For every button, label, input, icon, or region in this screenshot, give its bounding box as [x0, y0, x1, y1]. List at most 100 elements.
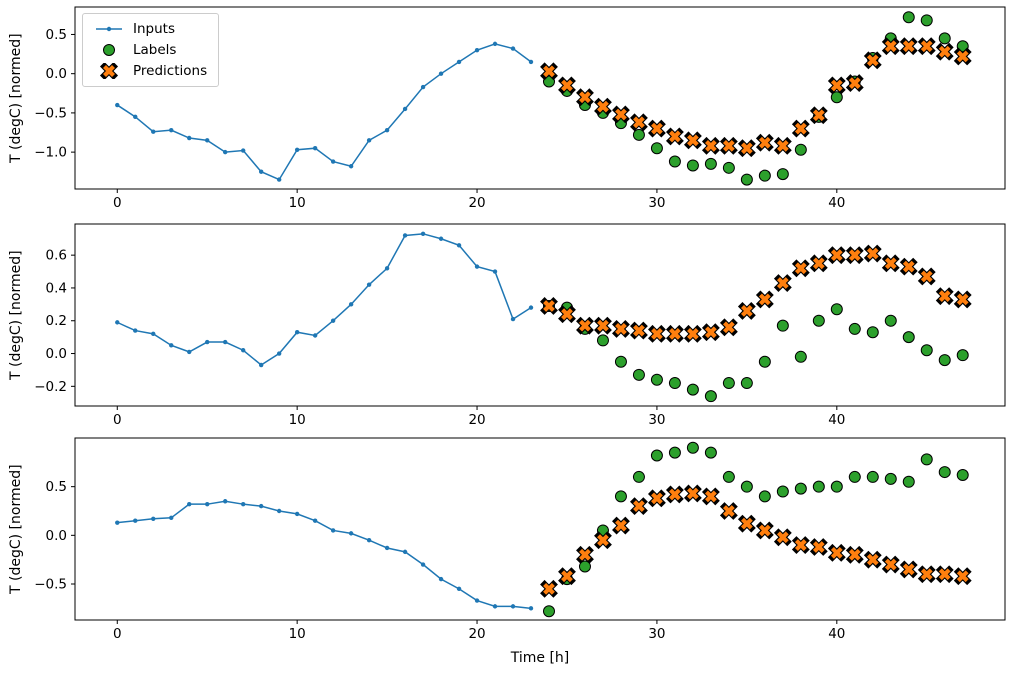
predictions-marker — [615, 519, 627, 532]
inputs-marker — [133, 328, 138, 333]
x-tick-label: 20 — [468, 195, 485, 211]
inputs-marker — [348, 531, 354, 536]
labels-marker — [794, 143, 807, 156]
inputs-marker — [258, 169, 264, 174]
labels-marker — [848, 470, 861, 483]
inputs-marker — [510, 604, 516, 609]
y-tick-label: −1.0 — [34, 145, 67, 161]
predictions-marker — [758, 293, 771, 306]
x-tick-label: 30 — [648, 626, 665, 642]
plot-area-3: 0 10 20 30 40 0.5 0.0 −0.5 — [34, 437, 1006, 642]
labels-marker — [704, 390, 717, 403]
legend: Inputs Labels Predictions — [82, 13, 220, 87]
inputs-marker — [294, 511, 300, 517]
labels-marker — [848, 322, 861, 335]
inputs-marker — [151, 331, 156, 337]
predictions-marker — [830, 249, 843, 262]
labels-marker — [884, 472, 897, 485]
predictions-marker — [597, 319, 609, 332]
inputs-marker — [240, 348, 246, 353]
labels-marker — [956, 468, 969, 481]
inputs-marker — [492, 604, 498, 609]
labels-marker — [740, 377, 753, 390]
predictions-marker — [740, 305, 753, 317]
predictions-marker — [722, 139, 735, 152]
inputs-marker — [402, 549, 408, 555]
inputs-marker — [330, 159, 336, 164]
labels-marker — [920, 344, 933, 357]
inputs-marker — [205, 501, 210, 507]
predictions-marker — [561, 308, 573, 321]
predictions-marker — [722, 321, 735, 334]
labels-circle-icon — [103, 44, 115, 56]
x-tick-label: 30 — [648, 412, 665, 424]
labels-marker — [668, 446, 681, 459]
predictions-marker — [920, 270, 933, 283]
predictions-marker — [669, 488, 681, 501]
predictions-marker — [758, 136, 771, 149]
x-tick-label: 20 — [468, 412, 485, 424]
labels-marker — [830, 480, 843, 493]
inputs-marker — [312, 333, 318, 338]
predictions-marker — [597, 534, 609, 547]
predictions-marker — [794, 539, 807, 551]
inputs-line — [116, 43, 532, 181]
y-tick-label: −0.5 — [34, 576, 67, 592]
inputs-marker — [115, 102, 120, 108]
x-tick-label: 0 — [113, 195, 122, 211]
inputs-marker — [474, 264, 480, 269]
inputs-marker — [115, 520, 120, 525]
predictions-marker — [722, 505, 735, 517]
y-tick-label: −0.2 — [34, 379, 67, 395]
predictions-marker — [938, 45, 951, 58]
legend-label-labels: Labels — [133, 42, 177, 58]
labels-marker — [632, 470, 645, 483]
predictions-marker — [812, 541, 825, 553]
y-tick-label: −0.5 — [34, 105, 67, 121]
x-tick-label: 20 — [468, 626, 485, 642]
labels-marker — [650, 373, 663, 386]
labels-marker — [686, 159, 699, 172]
labels-marker — [686, 383, 699, 396]
inputs-marker — [312, 518, 318, 523]
inputs-marker — [330, 528, 336, 533]
inputs-line-icon — [96, 26, 122, 32]
x-tick-label: 40 — [828, 412, 845, 424]
predictions-marker — [848, 548, 861, 561]
predictions-marker — [740, 517, 753, 530]
predictions-marker — [633, 116, 645, 129]
inputs-marker — [492, 41, 498, 47]
plot-frame — [74, 6, 1006, 190]
predictions-marker — [705, 490, 717, 503]
subplot-1: T (degC) [normed] 0 10 20 30 40 0.5 0.0 −0.5 −1.… — [0, 0, 1012, 212]
labels-marker — [614, 355, 627, 368]
inputs-line — [117, 500, 532, 610]
predictions-marker — [884, 40, 897, 53]
labels-marker — [956, 40, 969, 53]
predictions-marker — [884, 257, 897, 270]
labels-marker — [902, 331, 915, 344]
predictions-marker — [579, 319, 591, 332]
y-tick-label: 0.4 — [46, 280, 67, 296]
predictions-marker — [866, 54, 879, 67]
labels-marker — [794, 482, 807, 495]
legend-label-predictions: Predictions — [133, 63, 208, 79]
inputs-marker — [133, 518, 138, 523]
inputs-marker — [510, 316, 516, 322]
inputs-marker — [151, 129, 156, 134]
predictions-marker — [902, 260, 915, 273]
predictions-marker — [956, 293, 969, 306]
predictions-marker — [651, 327, 663, 340]
predictions-marker — [866, 247, 879, 260]
labels-marker — [776, 485, 789, 498]
predictions-marker — [956, 570, 969, 583]
inputs-marker — [402, 106, 408, 112]
plot-area-1: 0 10 20 30 40 0.5 0.0 −0.5 −1.0 — [34, 6, 1006, 211]
plot-area-2: 0 10 20 30 40 0.6 0.4 0.2 0.0 −0.2 — [34, 223, 1006, 424]
inputs-marker — [474, 47, 480, 53]
subplot-2: T (degC) [normed] 0 10 20 30 40 0.6 0.4 0.2 0.0−… — [0, 212, 1012, 424]
predictions-marker — [705, 326, 717, 339]
predictions-marker — [830, 546, 843, 559]
inputs-marker — [366, 537, 372, 543]
